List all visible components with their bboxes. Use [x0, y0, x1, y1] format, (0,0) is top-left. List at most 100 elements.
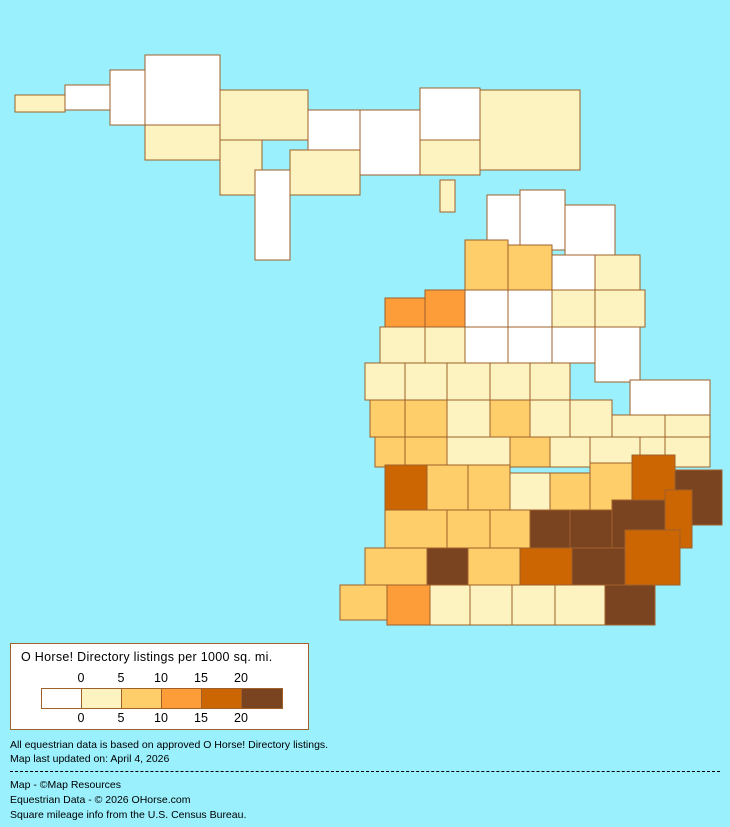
- lower-peninsula-county: [664, 414, 711, 438]
- lower-peninsula-county: [424, 326, 466, 364]
- lower-peninsula-county: [429, 584, 471, 626]
- lower-peninsula-county: [374, 436, 406, 468]
- lower-peninsula-county: [519, 189, 566, 251]
- updated-note: Map last updated on: April 4, 2026: [10, 753, 170, 765]
- tick: 15: [194, 671, 208, 685]
- lower-peninsula-county: [446, 399, 491, 438]
- upper-peninsula-county: [254, 169, 291, 261]
- lower-peninsula-county: [404, 399, 448, 438]
- lower-peninsula-county: [507, 244, 553, 291]
- lower-peninsula-county: [509, 472, 551, 511]
- tick: 5: [117, 711, 125, 725]
- upper-peninsula-county: [479, 89, 581, 171]
- lower-peninsula-county: [446, 436, 511, 468]
- lower-peninsula-county: [594, 289, 646, 328]
- lower-peninsula-county: [379, 326, 426, 364]
- data-note: All equestrian data is based on approved…: [10, 739, 329, 751]
- lower-peninsula-county: [369, 399, 406, 438]
- lower-peninsula-county: [469, 584, 513, 626]
- lower-peninsula-county: [569, 509, 613, 549]
- lower-peninsula-county: [611, 414, 666, 438]
- lower-peninsula-county: [507, 289, 553, 328]
- lower-peninsula-county: [604, 584, 656, 626]
- lower-peninsula-county: [467, 547, 521, 586]
- census-credit: Square mileage info from the U.S. Census…: [10, 809, 247, 821]
- lower-peninsula-county: [549, 436, 591, 468]
- lower-peninsula-county: [549, 472, 591, 511]
- lower-peninsula-county: [551, 326, 596, 364]
- lower-peninsula-county: [384, 464, 428, 511]
- upper-peninsula-county: [419, 87, 481, 141]
- legend-swatch: [242, 689, 282, 708]
- michigan-county-map: [14, 54, 723, 626]
- legend: O Horse! Directory listings per 1000 sq.…: [10, 643, 309, 730]
- tick: 20: [234, 711, 248, 725]
- lower-peninsula-county: [507, 326, 553, 364]
- lower-peninsula-county: [594, 254, 641, 291]
- lower-peninsula-county: [464, 326, 509, 364]
- legend-ticks-top: 0 5 10 15 20: [41, 671, 281, 685]
- lower-peninsula-county: [384, 509, 448, 549]
- legend-swatch: [82, 689, 122, 708]
- lower-peninsula-county: [571, 547, 626, 586]
- lower-peninsula-county: [426, 547, 469, 586]
- lower-peninsula-county: [467, 464, 511, 511]
- legend-swatch: [202, 689, 242, 708]
- legend-color-bar: [41, 688, 283, 709]
- lower-peninsula-county: [446, 509, 491, 549]
- tick: 15: [194, 711, 208, 725]
- lower-peninsula-county: [554, 584, 606, 626]
- upper-peninsula-county: [419, 139, 481, 176]
- lower-peninsula-county: [519, 547, 573, 586]
- upper-peninsula-county: [14, 94, 66, 113]
- map-credit: Map - ©Map Resources: [10, 779, 122, 791]
- lower-peninsula-county: [489, 399, 531, 438]
- tick: 10: [154, 711, 168, 725]
- lower-peninsula-county: [404, 436, 448, 468]
- lower-peninsula-county: [384, 297, 426, 328]
- lower-peninsula-county: [511, 584, 556, 626]
- lower-peninsula-county: [446, 362, 491, 401]
- legend-swatch: [162, 689, 202, 708]
- upper-peninsula-county: [109, 69, 146, 126]
- lower-peninsula-county: [529, 509, 571, 549]
- lower-peninsula-county: [339, 584, 388, 621]
- upper-peninsula-county: [144, 124, 221, 161]
- tick: 5: [117, 671, 125, 685]
- tick: 10: [154, 671, 168, 685]
- lower-peninsula-county: [489, 509, 531, 549]
- lower-peninsula-county: [564, 204, 616, 256]
- lower-peninsula-county: [464, 289, 509, 328]
- lower-peninsula-county: [594, 326, 641, 383]
- legend-title: O Horse! Directory listings per 1000 sq.…: [21, 650, 273, 664]
- lower-peninsula-county: [624, 529, 681, 586]
- lower-peninsula-county: [551, 289, 596, 328]
- upper-peninsula-county: [64, 84, 111, 111]
- legend-ticks-bottom: 0 5 10 15 20: [41, 711, 281, 725]
- lower-peninsula-county: [424, 289, 466, 328]
- lower-peninsula-county: [529, 399, 571, 438]
- lower-peninsula-county: [364, 362, 406, 401]
- divider: [10, 771, 720, 772]
- upper-peninsula-county: [359, 109, 421, 176]
- data-credit: Equestrian Data - © 2026 OHorse.com: [10, 794, 191, 806]
- upper-peninsula-county: [219, 89, 309, 141]
- tick: 0: [77, 711, 85, 725]
- legend-swatch: [42, 689, 82, 708]
- lower-peninsula-county: [509, 436, 551, 468]
- lower-peninsula-county: [486, 194, 521, 246]
- upper-peninsula-county: [144, 54, 221, 126]
- lower-peninsula-county: [569, 399, 613, 438]
- tick: 0: [77, 671, 85, 685]
- lower-peninsula-county: [464, 239, 509, 291]
- lower-peninsula-county: [629, 379, 711, 416]
- tick: 20: [234, 671, 248, 685]
- upper-peninsula-county: [439, 179, 456, 213]
- upper-peninsula-county: [289, 149, 361, 196]
- legend-swatch: [122, 689, 162, 708]
- lower-peninsula-county: [529, 362, 571, 401]
- lower-peninsula-county: [426, 464, 469, 511]
- lower-peninsula-county: [386, 584, 431, 626]
- lower-peninsula-county: [404, 362, 448, 401]
- lower-peninsula-county: [489, 362, 531, 401]
